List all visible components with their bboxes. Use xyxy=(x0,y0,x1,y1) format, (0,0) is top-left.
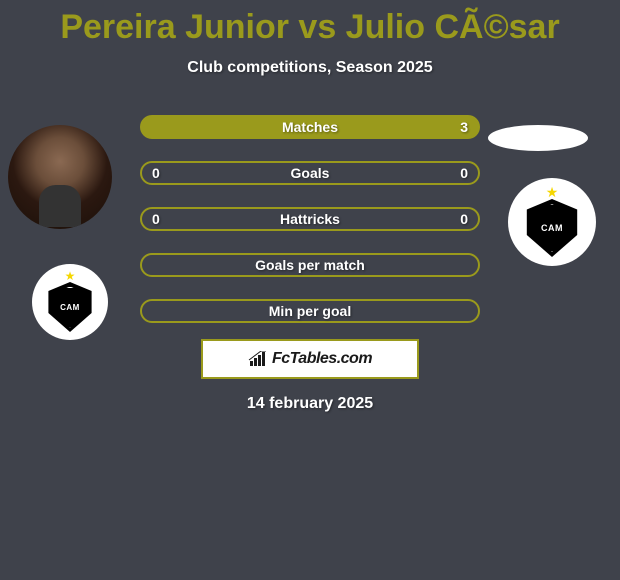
player-photo-left xyxy=(8,125,112,229)
stat-label: Hattricks xyxy=(280,211,340,227)
club-badge-left: ★ CAM xyxy=(32,264,108,340)
stat-pill-hattricks: 0 Hattricks 0 xyxy=(140,207,480,231)
date-text: 14 february 2025 xyxy=(0,395,620,413)
stat-label: Matches xyxy=(282,119,338,135)
stat-left-value: 0 xyxy=(152,211,160,227)
stat-right-value: 0 xyxy=(460,211,468,227)
badge-text-right: CAM xyxy=(541,223,563,233)
stat-left-value: 0 xyxy=(152,165,160,181)
badge-text-left: CAM xyxy=(60,303,80,312)
footer-brand-text: FcTables.com xyxy=(272,350,372,368)
stat-right-value: 3 xyxy=(460,119,468,135)
stat-right-value: 0 xyxy=(460,165,468,181)
stat-pill-goals: 0 Goals 0 xyxy=(140,161,480,185)
stat-pill-matches: Matches 3 xyxy=(140,115,480,139)
bar-chart-icon xyxy=(248,351,268,367)
star-icon: ★ xyxy=(65,272,76,280)
stat-label: Goals xyxy=(291,165,330,181)
stat-label: Goals per match xyxy=(255,257,365,273)
star-icon: ★ xyxy=(546,187,559,197)
footer-brand-box: FcTables.com xyxy=(201,339,419,379)
page-subtitle: Club competitions, Season 2025 xyxy=(0,59,620,77)
player-placeholder-right xyxy=(488,125,588,151)
stat-pill-min-per-goal: Min per goal xyxy=(140,299,480,323)
stat-pill-goals-per-match: Goals per match xyxy=(140,253,480,277)
page-title: Pereira Junior vs Julio CÃ©sar xyxy=(0,0,620,47)
shield-icon: CAM xyxy=(46,282,94,332)
club-badge-right: ★ CAM xyxy=(508,178,596,266)
stat-label: Min per goal xyxy=(269,303,351,319)
shield-icon: CAM xyxy=(524,199,580,257)
